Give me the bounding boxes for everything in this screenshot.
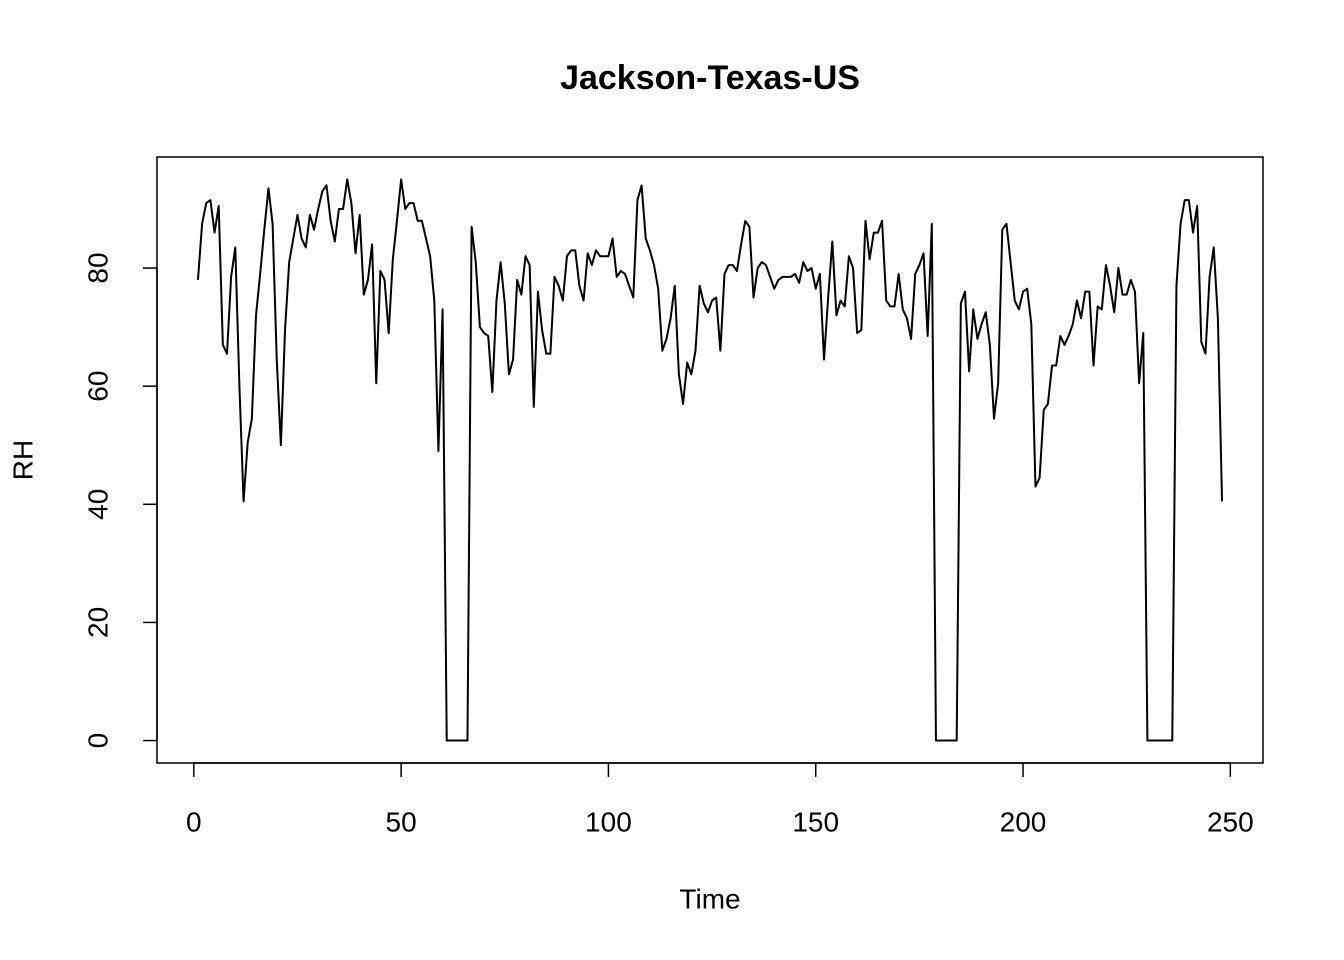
x-tick-label: 200 [1000, 806, 1047, 837]
chart-title: Jackson-Texas-US [560, 59, 860, 97]
y-tick-label: 20 [82, 607, 113, 638]
y-tick-label: 80 [82, 252, 113, 283]
x-tick-label: 0 [186, 806, 202, 837]
y-tick-label: 40 [82, 489, 113, 520]
x-tick-label: 100 [585, 806, 632, 837]
x-axis-label: Time [679, 883, 740, 914]
y-tick-label: 60 [82, 371, 113, 402]
x-tick-label: 50 [386, 806, 417, 837]
y-tick-label: 0 [82, 733, 113, 749]
plot-frame [156, 156, 1264, 764]
x-tick-label: 150 [792, 806, 839, 837]
x-tick-label: 250 [1207, 806, 1254, 837]
rh-line [196, 178, 1224, 742]
y-axis-label: RH [7, 440, 38, 480]
